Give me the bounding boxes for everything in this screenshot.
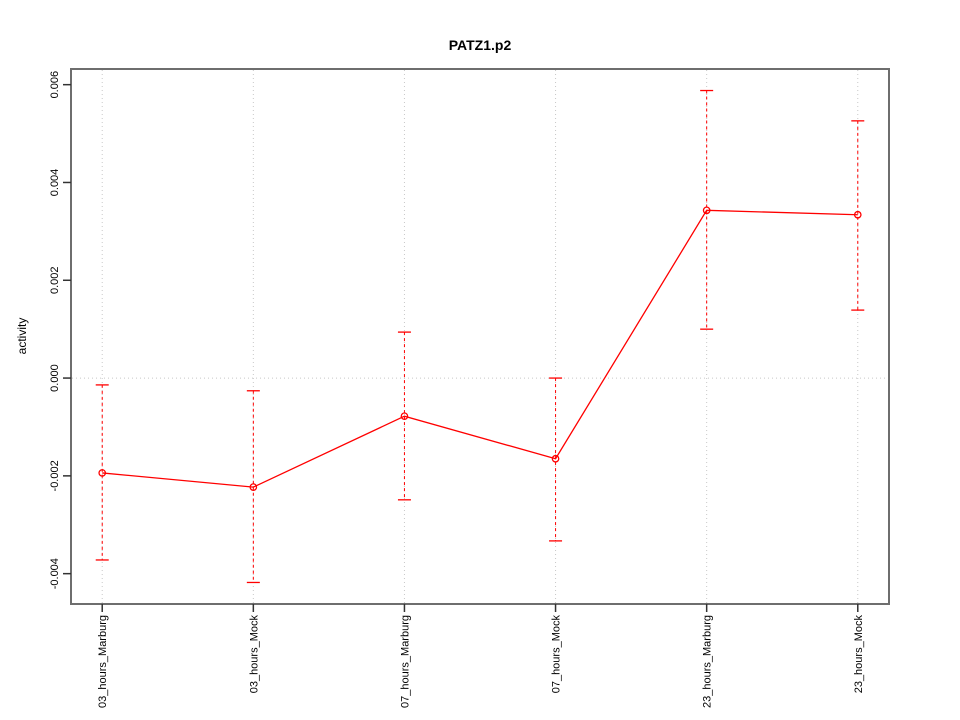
x-tick-label: 23_hours_Mock	[853, 615, 865, 694]
data-point-marker	[702, 206, 711, 215]
x-tick-label: 07_hours_Marburg	[399, 615, 411, 708]
chart-title: PATZ1.p2	[449, 37, 512, 53]
data-point-marker	[853, 210, 862, 219]
y-tick-label: 0.006	[49, 71, 61, 99]
y-tick-label: -0.004	[49, 558, 61, 589]
y-tick-label: -0.002	[49, 460, 61, 491]
y-tick-label: 0.000	[49, 364, 61, 392]
data-point-marker	[98, 469, 107, 477]
y-axis-label: activity	[15, 318, 29, 355]
data-point-marker	[551, 454, 560, 463]
x-tick-label: 03_hours_Mock	[248, 615, 260, 694]
x-tick-label: 07_hours_Mock	[551, 615, 563, 694]
x-tick-label: 03_hours_Marburg	[97, 615, 109, 708]
plot-box	[70, 68, 890, 605]
x-tick-label: 23_hours_Marburg	[702, 615, 714, 708]
data-point-marker	[249, 483, 258, 491]
series-line	[102, 209, 858, 488]
y-tick-label: 0.004	[49, 169, 61, 197]
plot-area: -0.004 -0.002 0.000 0.002 0.004 0.006 03_hours…	[49, 68, 890, 708]
y-tick-label: 0.002	[49, 267, 61, 295]
data-point-marker	[400, 412, 409, 421]
